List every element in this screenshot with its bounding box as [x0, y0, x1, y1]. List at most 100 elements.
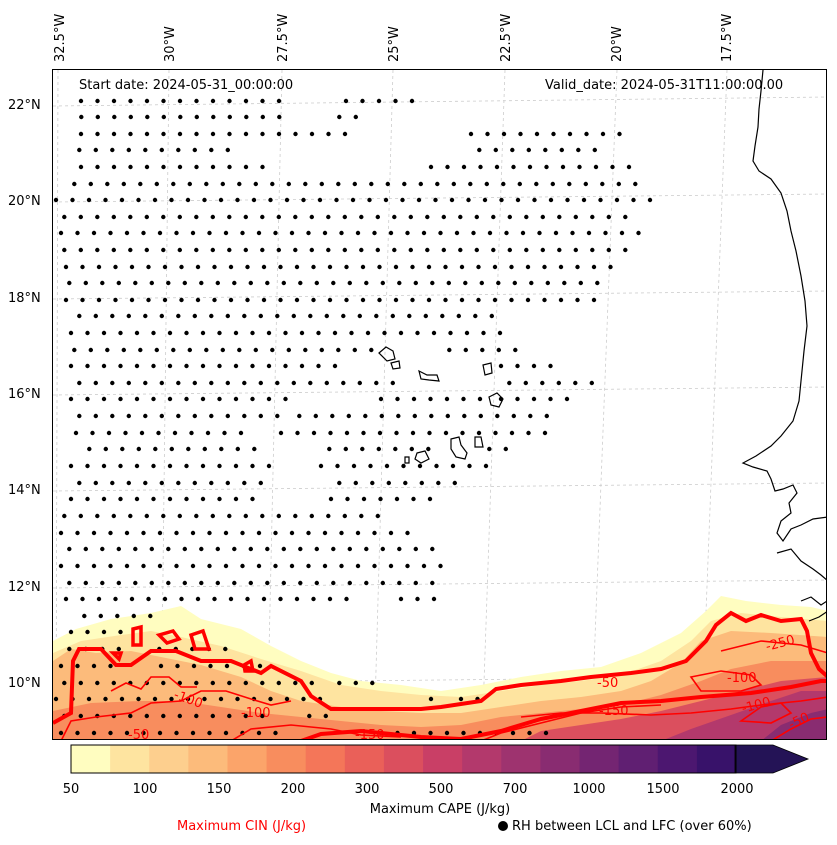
rh-dot [299, 330, 305, 336]
rh-dot [499, 197, 504, 203]
rh-dot [192, 380, 197, 386]
rh-dot [515, 197, 521, 203]
rh-dot [311, 264, 316, 270]
rh-dot [355, 530, 361, 536]
rh-dot [174, 730, 179, 736]
rh-dot [332, 330, 338, 336]
rh-dot [204, 181, 209, 187]
rh-dot [157, 230, 163, 236]
rh-dot [608, 264, 613, 270]
rh-dot [368, 463, 373, 469]
rh-dot [70, 197, 75, 203]
rh-dot [265, 546, 270, 552]
rh-dot [233, 496, 239, 502]
rh-dot [397, 580, 402, 586]
rh-dot [244, 114, 249, 120]
rh-dot [375, 214, 380, 220]
rh-dot [544, 164, 549, 170]
rh-dot [556, 380, 561, 386]
rh-dot [77, 313, 82, 319]
rh-dot [222, 430, 227, 436]
rh-dot [520, 230, 526, 236]
rh-dot [83, 580, 89, 586]
rh-dot [166, 546, 171, 552]
rh-dot [174, 230, 179, 236]
rh-dot [394, 496, 400, 502]
rh-dot [62, 247, 67, 253]
rh-dot [357, 380, 362, 386]
rh-dot [311, 430, 317, 436]
rh-dot [550, 181, 555, 187]
rh-dot [482, 197, 488, 203]
rh-dot [110, 413, 115, 419]
rh-dot [62, 214, 67, 220]
rh-dot [184, 396, 189, 402]
rh-dot [542, 297, 547, 303]
rh-dot [511, 164, 516, 170]
rh-dot [352, 347, 357, 353]
rh-dot [144, 247, 149, 253]
rh-dot [250, 330, 255, 336]
rh-dot [187, 347, 192, 353]
rh-dot [562, 280, 567, 286]
rh-dot [86, 696, 92, 702]
rh-dot [379, 413, 384, 419]
rh-dot [313, 413, 318, 419]
rh-dot [322, 230, 328, 236]
rh-dot [286, 347, 291, 353]
rh-dot [108, 563, 113, 569]
rh-dot [496, 347, 501, 353]
rh-dot [359, 214, 364, 220]
rh-dot [369, 181, 374, 187]
rh-dot [326, 131, 331, 137]
rh-dot [172, 430, 178, 436]
rh-dot [80, 596, 85, 602]
rh-dot [430, 580, 435, 586]
rh-dot [217, 330, 222, 336]
rh-dot [207, 230, 212, 236]
rh-dot [495, 413, 500, 419]
rh-dot [171, 347, 176, 353]
africa-coast [741, 70, 826, 543]
rh-dot [428, 696, 434, 702]
rh-dot [161, 214, 166, 220]
rh-dot [225, 147, 230, 153]
rh-dot [479, 280, 484, 286]
rh-dot [492, 297, 498, 303]
rh-dot [227, 131, 232, 137]
rh-dot [489, 313, 494, 319]
rh-dot [182, 280, 187, 286]
rh-dot [415, 330, 420, 336]
rh-dot [268, 197, 273, 203]
rh-dot [425, 214, 430, 220]
rh-dot [252, 446, 257, 452]
rh-dot [513, 347, 518, 353]
rh-dot [524, 214, 529, 220]
rh-dot [327, 264, 333, 270]
rh-dot [413, 546, 418, 552]
rh-dot [577, 164, 582, 170]
rh-dot [339, 230, 344, 236]
rh-dot [136, 446, 141, 452]
rh-dot [327, 446, 332, 452]
rh-dot [139, 430, 145, 436]
rh-dot [113, 264, 118, 270]
rh-dot [525, 297, 531, 303]
rh-dot [128, 131, 133, 137]
rh-dot [110, 147, 115, 153]
rh-dot [460, 430, 465, 436]
rh-dot [337, 480, 342, 486]
rh-dot [200, 396, 206, 402]
rh-dot [507, 380, 512, 386]
rh-dot [462, 413, 467, 419]
rh-dot [412, 413, 417, 419]
rh-dot [93, 413, 99, 419]
rh-dot [393, 297, 399, 303]
rh-dot [227, 98, 232, 104]
rh-dot [592, 147, 597, 153]
rh-dot [380, 580, 385, 586]
rh-dot [191, 663, 197, 669]
rh-dot [103, 696, 108, 702]
rh-dot [256, 230, 262, 236]
rh-dot [95, 214, 100, 220]
